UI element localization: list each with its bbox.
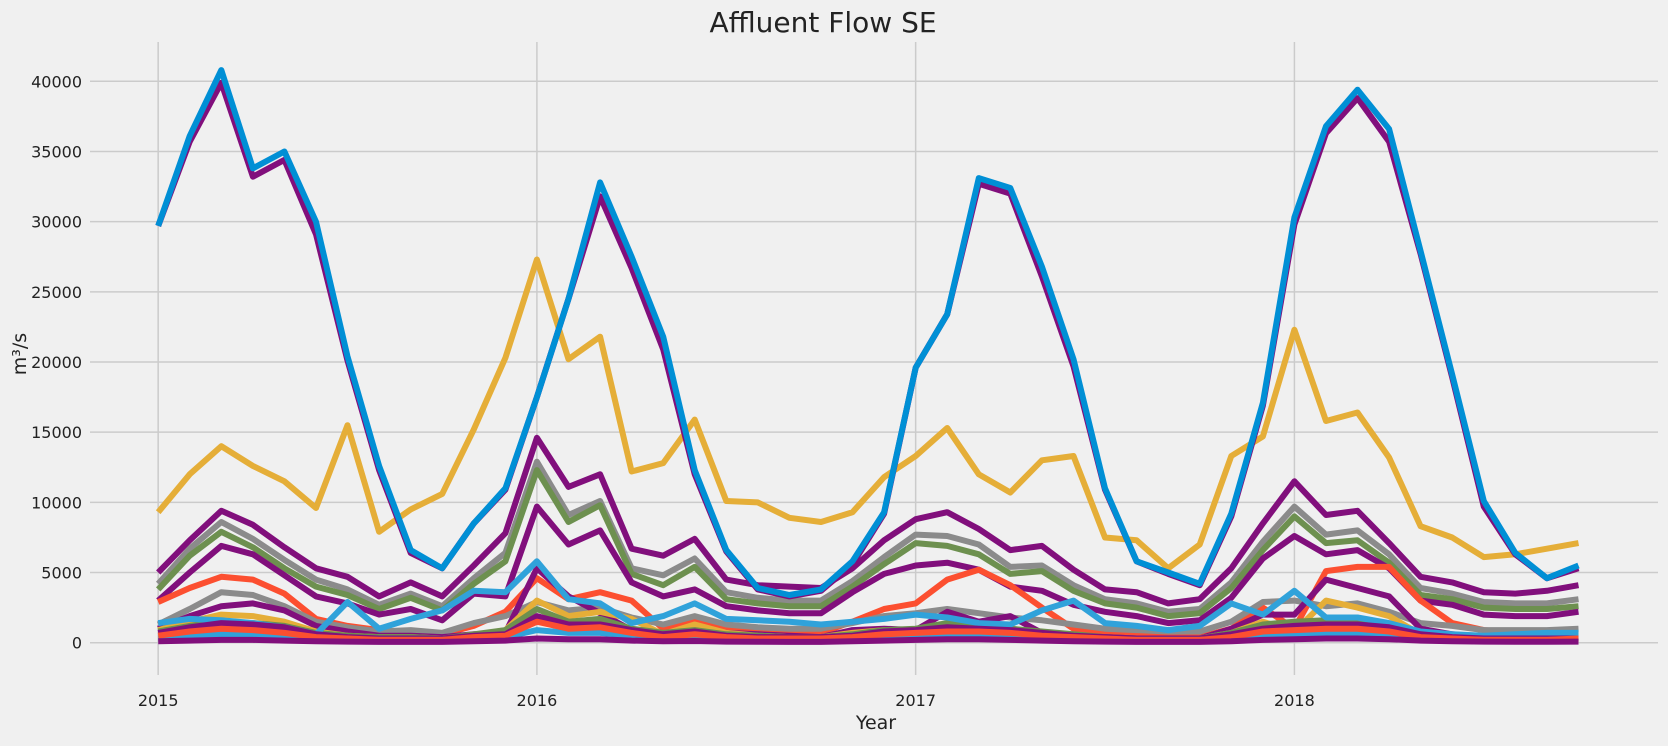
x-axis-label: Year (855, 712, 896, 734)
series-line-4 (156, 467, 1579, 620)
y-tick-label: 5000 (41, 564, 82, 583)
series-line-3 (155, 458, 1579, 615)
series-line-1 (155, 256, 1580, 572)
y-tick-label: 0 (72, 634, 82, 653)
x-tick-label: 2017 (895, 691, 936, 710)
x-tick-label: 2018 (1274, 691, 1315, 710)
series-line-17 (155, 67, 1580, 598)
y-tick-label: 10000 (31, 493, 82, 512)
series-line-2 (156, 434, 1580, 607)
y-tick-label: 35000 (31, 142, 82, 161)
series-lines (155, 67, 1580, 645)
y-tick-label: 30000 (31, 213, 82, 232)
x-tick-label: 2015 (138, 691, 179, 710)
x-tick-label: 2016 (517, 691, 558, 710)
y-axis-label: m³/s (9, 333, 31, 375)
series-line-5 (156, 503, 1579, 627)
series-line-15 (158, 635, 1579, 645)
y-tick-labels: 0 5000 10000 15000 20000 25000 30000 35000 40000 (31, 72, 82, 652)
y-tick-label: 25000 (31, 283, 82, 302)
y-tick-label: 40000 (31, 72, 82, 91)
y-tick-label: 15000 (31, 423, 82, 442)
chart-title: Affluent Flow SE (709, 6, 936, 39)
x-tick-labels: 2015 2016 2017 2018 (138, 691, 1315, 710)
y-tick-label: 20000 (31, 353, 82, 372)
series-line-11 (157, 558, 1579, 639)
